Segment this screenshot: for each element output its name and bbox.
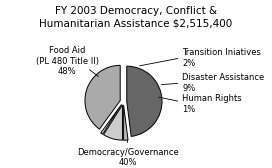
Wedge shape [127,66,162,136]
Wedge shape [101,104,122,134]
Wedge shape [85,65,120,129]
Text: Food Aid
(PL 480 Title II)
48%: Food Aid (PL 480 Title II) 48% [36,46,99,76]
Text: Transition Iniatives
2%: Transition Iniatives 2% [182,48,261,68]
Text: Democracy/Governance
40%: Democracy/Governance 40% [77,148,178,167]
Title: FY 2003 Democracy, Conflict &
Humanitarian Assistance $2,515,400: FY 2003 Democracy, Conflict & Humanitari… [39,7,233,28]
Wedge shape [123,105,128,140]
Wedge shape [104,105,122,140]
Text: Human Rights
1%: Human Rights 1% [182,94,242,114]
Text: Disaster Assistance
9%: Disaster Assistance 9% [182,73,264,93]
